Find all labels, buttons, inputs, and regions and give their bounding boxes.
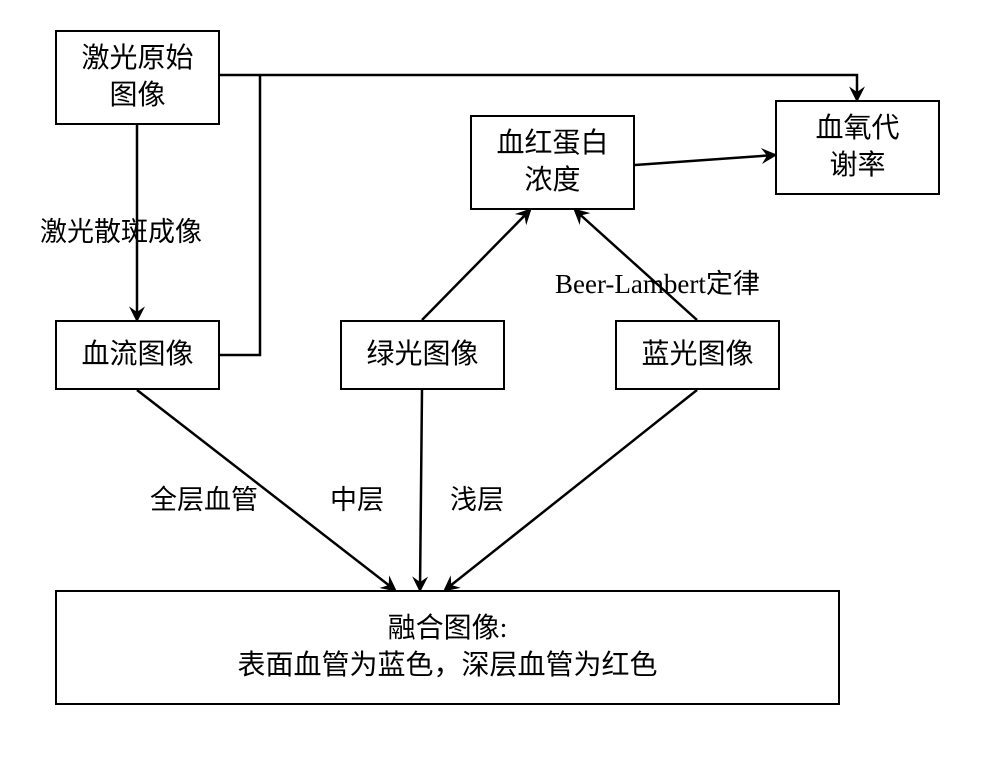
node-n1: 激光原始 图像: [55, 30, 220, 125]
node-n4: 血流图像: [55, 320, 220, 390]
node-n3: 血氧代 谢率: [775, 100, 940, 195]
edge-label-l5: 浅层: [450, 478, 504, 517]
edge-label-l1: 激光散斑成像: [40, 210, 202, 249]
node-n6: 蓝光图像: [615, 320, 780, 390]
edge-label-text: Beer-Lambert定律: [555, 269, 760, 299]
edge-label-text: 浅层: [450, 485, 504, 515]
node-label: 血氧代 谢率: [815, 111, 899, 184]
edge-label-text: 激光散斑成像: [40, 217, 202, 247]
edge-4: [422, 210, 530, 320]
edge-7: [420, 390, 422, 590]
node-n2: 血红蛋白 浓度: [470, 115, 635, 210]
edge-2: [220, 75, 260, 355]
node-label: 蓝光图像: [641, 337, 753, 373]
edge-label-text: 中层: [330, 485, 384, 515]
node-n7: 融合图像: 表面血管为蓝色，深层血管为红色: [55, 590, 840, 705]
node-n5: 绿光图像: [340, 320, 505, 390]
edge-label-l4: 中层: [330, 478, 384, 517]
node-label: 绿光图像: [366, 337, 478, 373]
node-label: 融合图像: 表面血管为蓝色，深层血管为红色: [237, 611, 657, 684]
edge-label-l3: 全层血管: [150, 478, 258, 517]
node-label: 血红蛋白 浓度: [496, 126, 608, 199]
edge-label-l2: Beer-Lambert定律: [555, 262, 760, 301]
edge-3: [635, 155, 775, 165]
edge-1: [220, 75, 857, 100]
node-label: 血流图像: [81, 337, 193, 373]
node-label: 激光原始 图像: [81, 41, 193, 114]
flowchart-canvas: 激光原始 图像血红蛋白 浓度 血氧代 谢率血流图像 绿光图像 蓝光图像融合图像: 表面…: [0, 0, 1000, 760]
edge-label-text: 全层血管: [150, 485, 258, 515]
